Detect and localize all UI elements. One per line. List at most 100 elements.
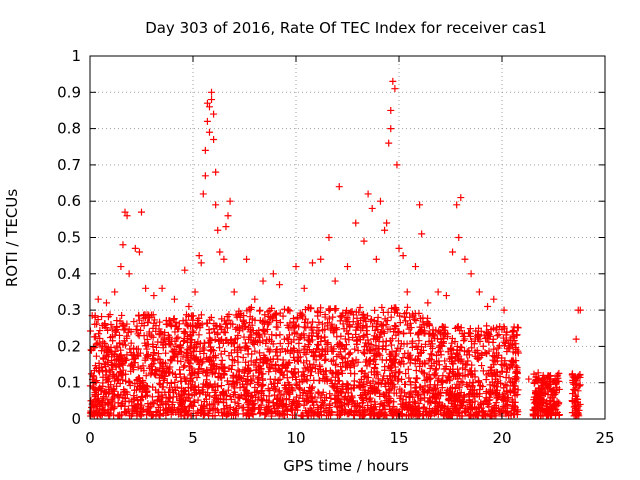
data-point — [363, 330, 371, 338]
data-point — [412, 412, 420, 420]
data-point — [259, 277, 267, 285]
data-point — [343, 380, 351, 388]
data-point — [353, 314, 361, 322]
data-point — [264, 308, 272, 316]
data-point — [165, 394, 173, 402]
data-point — [270, 384, 278, 392]
data-point — [539, 405, 547, 413]
data-point — [293, 313, 301, 321]
data-point — [303, 396, 311, 404]
data-point — [513, 323, 521, 331]
data-point — [552, 410, 560, 418]
data-point — [531, 403, 539, 411]
data-point — [411, 384, 419, 392]
data-point — [241, 339, 249, 347]
data-point — [513, 364, 521, 372]
data-point — [418, 326, 426, 334]
data-point — [420, 369, 428, 377]
data-point — [127, 339, 135, 347]
data-point — [331, 380, 339, 388]
data-point — [295, 335, 303, 343]
data-point — [465, 351, 473, 359]
data-point — [144, 340, 152, 348]
data-point — [513, 331, 521, 339]
data-point — [430, 385, 438, 393]
data-point — [298, 412, 306, 420]
data-point — [498, 395, 506, 403]
data-point — [381, 363, 389, 371]
data-point — [327, 376, 335, 384]
data-point — [327, 324, 335, 332]
data-point — [290, 398, 298, 406]
data-point — [185, 312, 193, 320]
data-point — [339, 320, 347, 328]
data-point — [183, 338, 191, 346]
data-point — [448, 335, 456, 343]
data-point — [415, 309, 423, 317]
data-point — [384, 398, 392, 406]
data-point — [568, 397, 576, 405]
data-point — [207, 314, 215, 322]
data-point — [344, 381, 352, 389]
data-point — [444, 411, 452, 419]
data-point — [321, 311, 329, 319]
data-point — [289, 314, 297, 322]
data-point — [197, 365, 205, 373]
data-point — [175, 320, 183, 328]
data-point — [305, 346, 313, 354]
data-point — [157, 372, 165, 380]
data-point — [401, 401, 409, 409]
data-point — [177, 358, 185, 366]
data-point — [296, 391, 304, 399]
data-point — [155, 379, 163, 387]
data-point — [378, 345, 386, 353]
data-point — [434, 288, 442, 296]
data-point — [403, 288, 411, 296]
data-point — [552, 386, 560, 394]
data-point — [360, 343, 368, 351]
data-point — [138, 401, 146, 409]
data-point — [181, 328, 189, 336]
data-point — [490, 353, 498, 361]
data-point — [96, 334, 104, 342]
x-tick-label: 25 — [595, 429, 614, 447]
data-point — [391, 85, 399, 93]
data-point — [411, 402, 419, 410]
data-point — [476, 337, 484, 345]
data-point — [100, 406, 108, 414]
data-point — [120, 386, 128, 394]
data-point — [552, 379, 560, 387]
data-point — [346, 349, 354, 357]
data-point — [364, 401, 372, 409]
data-point — [396, 394, 404, 402]
y-tick-label: 0.3 — [57, 301, 81, 319]
data-point — [229, 374, 237, 382]
data-point — [485, 347, 493, 355]
data-point — [277, 397, 285, 405]
data-point — [189, 316, 197, 324]
data-point — [250, 361, 258, 369]
data-point — [171, 370, 179, 378]
data-point — [414, 392, 422, 400]
data-point — [144, 350, 152, 358]
data-point — [491, 382, 499, 390]
y-tick-label: 0.1 — [57, 374, 81, 392]
data-point — [459, 371, 467, 379]
y-tick-label: 0.6 — [57, 192, 81, 210]
data-point — [376, 406, 384, 414]
data-point — [130, 363, 138, 371]
data-point — [476, 354, 484, 362]
data-point — [444, 404, 452, 412]
x-tick-labels: 0 5 10 15 20 25 — [85, 429, 614, 447]
data-point — [503, 365, 511, 373]
data-point — [370, 383, 378, 391]
data-point — [397, 400, 405, 408]
data-point — [316, 361, 324, 369]
data-point — [439, 339, 447, 347]
data-point — [211, 406, 219, 414]
data-point — [349, 357, 357, 365]
data-point — [148, 412, 156, 420]
data-point — [166, 333, 174, 341]
data-point — [302, 350, 310, 358]
data-point — [493, 368, 501, 376]
